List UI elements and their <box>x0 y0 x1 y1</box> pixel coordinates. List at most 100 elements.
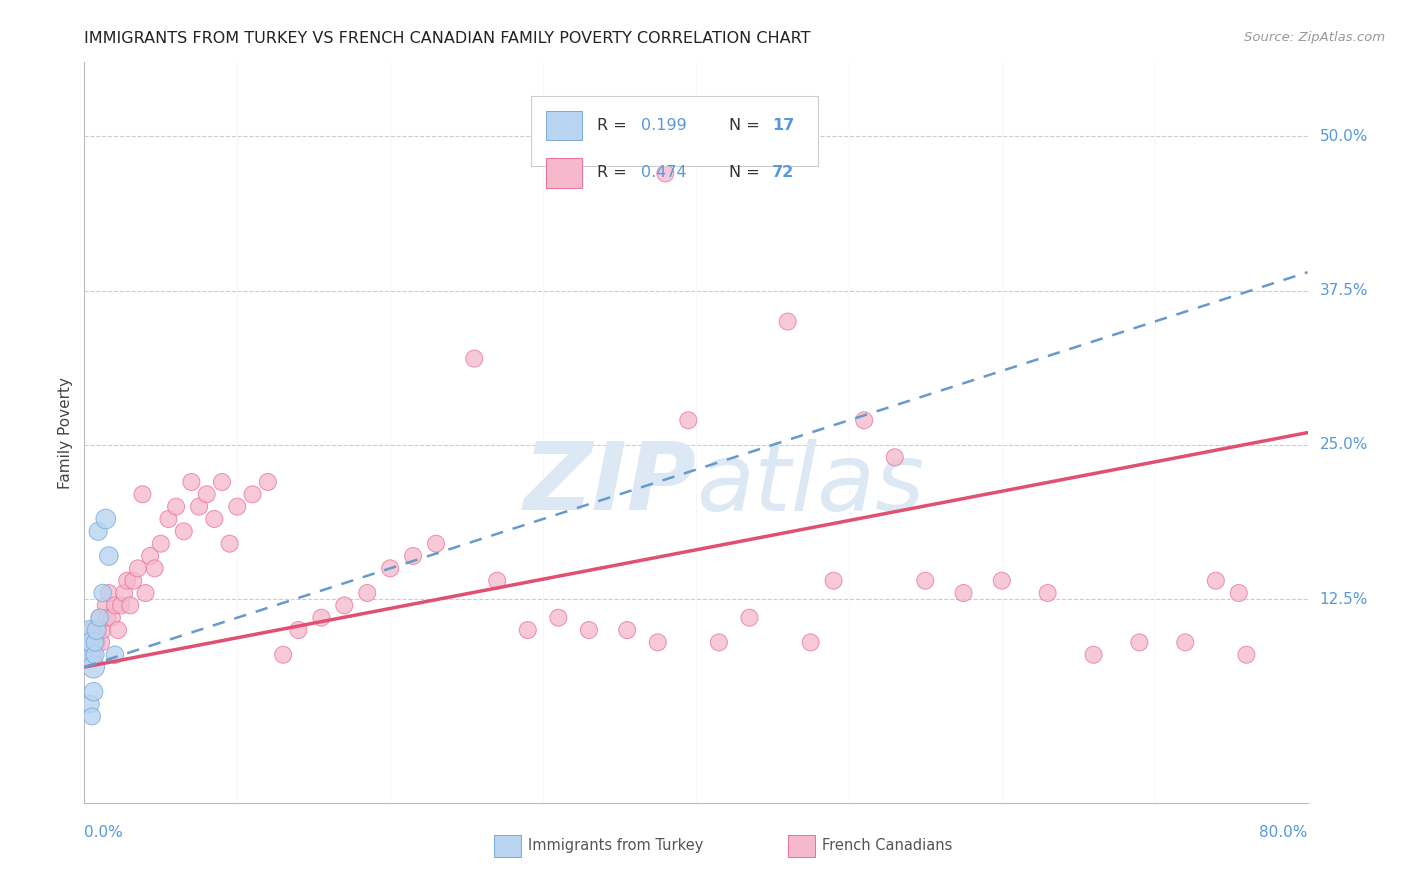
Text: R =: R = <box>598 165 637 180</box>
Text: 80.0%: 80.0% <box>1260 825 1308 840</box>
Point <box>271 648 294 662</box>
FancyBboxPatch shape <box>531 95 818 166</box>
Point <box>94 512 117 526</box>
Point <box>89 611 111 625</box>
Point <box>157 512 180 526</box>
Text: atlas: atlas <box>696 439 924 530</box>
Point <box>800 635 823 649</box>
Text: Immigrants from Turkey: Immigrants from Turkey <box>529 838 704 854</box>
Point <box>77 635 100 649</box>
Text: IMMIGRANTS FROM TURKEY VS FRENCH CANADIAN FAMILY POVERTY CORRELATION CHART: IMMIGRANTS FROM TURKEY VS FRENCH CANADIA… <box>84 31 811 46</box>
Point <box>647 635 669 649</box>
Point <box>83 660 105 674</box>
Point <box>90 635 112 649</box>
Text: 0.0%: 0.0% <box>84 825 124 840</box>
Point <box>96 611 118 625</box>
Point <box>654 166 676 180</box>
Point <box>173 524 195 539</box>
FancyBboxPatch shape <box>546 158 582 187</box>
Point <box>1036 586 1059 600</box>
Point <box>226 500 249 514</box>
Text: 25.0%: 25.0% <box>1320 437 1368 452</box>
Point <box>87 623 110 637</box>
Point <box>463 351 485 366</box>
Text: 72: 72 <box>772 165 794 180</box>
Point <box>616 623 638 637</box>
Point <box>77 635 100 649</box>
Point <box>79 697 101 711</box>
Text: Source: ZipAtlas.com: Source: ZipAtlas.com <box>1244 31 1385 45</box>
Point <box>883 450 905 465</box>
Point <box>165 500 187 514</box>
Point <box>202 512 225 526</box>
Point <box>80 635 103 649</box>
Point <box>1227 586 1250 600</box>
Point <box>120 599 142 613</box>
Point <box>79 623 101 637</box>
Point <box>135 586 157 600</box>
Point <box>242 487 264 501</box>
Point <box>180 475 202 489</box>
Point <box>1128 635 1150 649</box>
Point <box>104 599 127 613</box>
Point <box>94 599 117 613</box>
Point <box>91 623 114 637</box>
Point <box>257 475 280 489</box>
Point <box>380 561 402 575</box>
Point <box>101 611 124 625</box>
Point <box>91 586 114 600</box>
Point <box>80 709 103 723</box>
Point <box>131 487 153 501</box>
Point <box>104 648 127 662</box>
Point <box>914 574 936 588</box>
Text: 50.0%: 50.0% <box>1320 129 1368 144</box>
Point <box>678 413 700 427</box>
Point <box>402 549 425 563</box>
Point <box>211 475 233 489</box>
Point <box>87 524 110 539</box>
Point <box>84 648 107 662</box>
Point <box>89 611 111 625</box>
Point <box>139 549 162 563</box>
Text: French Canadians: French Canadians <box>823 838 952 854</box>
Point <box>776 315 799 329</box>
Point <box>356 586 378 600</box>
Point <box>188 500 211 514</box>
Point <box>218 536 240 550</box>
Point <box>311 611 333 625</box>
Point <box>112 586 135 600</box>
Point <box>1205 574 1227 588</box>
Point <box>97 586 120 600</box>
Point <box>86 623 108 637</box>
Text: 0.199: 0.199 <box>641 118 686 133</box>
FancyBboxPatch shape <box>546 111 582 140</box>
Y-axis label: Family Poverty: Family Poverty <box>58 376 73 489</box>
Point <box>115 574 138 588</box>
Text: 12.5%: 12.5% <box>1320 591 1368 607</box>
Point <box>86 635 108 649</box>
Point <box>578 623 600 637</box>
Point <box>853 413 876 427</box>
Point <box>84 635 107 649</box>
FancyBboxPatch shape <box>787 835 814 857</box>
Point <box>486 574 509 588</box>
Point <box>1236 648 1258 662</box>
Point <box>83 648 105 662</box>
Point <box>738 611 761 625</box>
Point <box>516 623 538 637</box>
Point <box>107 623 129 637</box>
Point <box>76 648 98 662</box>
Point <box>707 635 730 649</box>
Text: N =: N = <box>728 165 765 180</box>
Text: 37.5%: 37.5% <box>1320 284 1368 298</box>
Point <box>149 536 172 550</box>
Point <box>83 685 105 699</box>
Text: 17: 17 <box>772 118 794 133</box>
Text: R =: R = <box>598 118 637 133</box>
Text: N =: N = <box>728 118 765 133</box>
Point <box>823 574 845 588</box>
Point <box>195 487 218 501</box>
Point <box>122 574 145 588</box>
Point <box>547 611 569 625</box>
Point <box>1083 648 1105 662</box>
